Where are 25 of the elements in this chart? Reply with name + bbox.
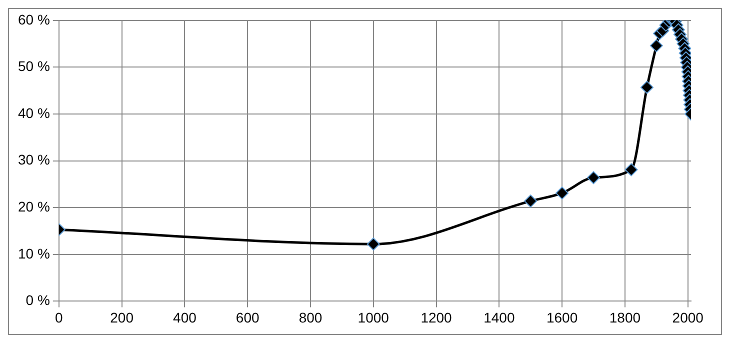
y-tick-label: 20 % bbox=[18, 198, 50, 214]
x-tick-label: 0 bbox=[55, 309, 64, 326]
x-tick-label: 2000 bbox=[672, 309, 704, 326]
x-tick-label: 600 bbox=[236, 309, 260, 326]
y-tick-label: 60 % bbox=[18, 11, 50, 28]
point bbox=[556, 186, 569, 200]
y-tick-label: 10 % bbox=[18, 245, 50, 262]
x-tick-label: 1200 bbox=[420, 309, 452, 326]
point bbox=[587, 171, 600, 184]
y-tick-label: 50 % bbox=[18, 58, 50, 74]
x-tick-label: 1400 bbox=[484, 309, 515, 326]
x-tick-label: 400 bbox=[173, 309, 197, 326]
point bbox=[366, 238, 380, 251]
y-tick-label: 0 % bbox=[26, 292, 50, 308]
point bbox=[650, 39, 663, 52]
x-tick-label: 1800 bbox=[609, 309, 641, 326]
x-tick-label: 1000 bbox=[358, 309, 390, 326]
x-tick-label: 800 bbox=[298, 309, 322, 326]
x-tick-label: 1600 bbox=[546, 309, 578, 326]
point bbox=[640, 80, 654, 94]
y-tick-label: 40 % bbox=[18, 104, 50, 121]
point bbox=[524, 194, 538, 208]
point bbox=[624, 163, 638, 176]
x-tick-label: 200 bbox=[110, 309, 134, 326]
y-tick-label: 30 % bbox=[18, 152, 50, 168]
